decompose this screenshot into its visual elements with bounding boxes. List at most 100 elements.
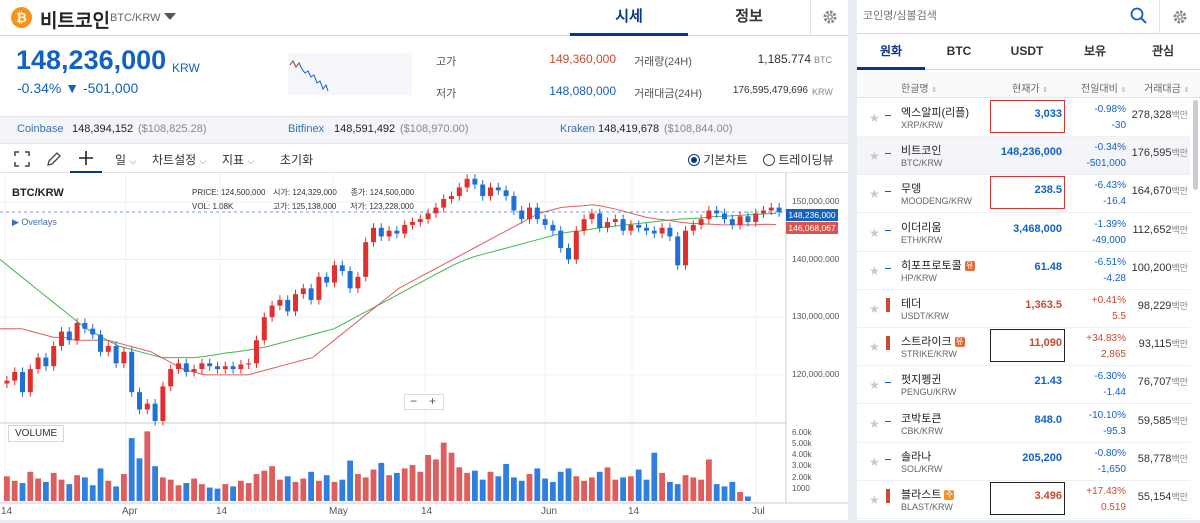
search-icon[interactable] — [1130, 7, 1148, 25]
table-row[interactable]: ★ 이더리움 ETH/KRW 3,468,000 -1.39% -49,000 112,65… — [857, 214, 1190, 252]
col-name[interactable]: 한글명 ⇕ — [901, 80, 937, 95]
candle-body — [620, 219, 626, 231]
tab-quote[interactable]: 시세 — [570, 0, 688, 36]
table-row[interactable]: ★ 스트라이크 유 STRIKE/KRW 11,090 +34.83% 2,865 93,11… — [857, 328, 1190, 367]
tab-info[interactable]: 정보 — [735, 8, 763, 25]
col-volume[interactable]: 거래대금 ⇕ — [1144, 80, 1189, 95]
volume-bar — [433, 459, 439, 501]
star-icon[interactable]: ★ — [869, 493, 880, 507]
coin-symbol: BTC/KRW — [901, 158, 943, 169]
overlays-toggle[interactable]: ▶ Overlays — [12, 217, 57, 227]
table-row[interactable]: ★ 비트코인 BTC/KRW 148,236,000 -0.34% -501,000 176… — [857, 137, 1190, 176]
basic-chart-label: 기본차트 — [703, 153, 748, 167]
table-header: 한글명 ⇕ 현재가 ⇕ 전일대비 ⇕ 거래대금 ⇕ — [857, 72, 1200, 98]
coin-change-pct: +34.83% — [1086, 333, 1126, 345]
volume-bar — [386, 475, 392, 501]
exchange-name: Bitfinex — [288, 123, 325, 135]
mini-candle-icon — [886, 489, 890, 503]
star-icon[interactable]: ★ — [869, 149, 880, 164]
star-icon[interactable]: ★ — [869, 263, 880, 278]
table-row[interactable]: ★ 엑스알피(리플) XRP/KRW 3,033 -0.98% -30 278,328백만 — [857, 99, 1190, 137]
volume-unit: 백만 — [1171, 301, 1188, 311]
table-row[interactable]: ★ 블라스트 주 BLAST/KRW 3.496 +17.43% 0.519 55,154백만 — [857, 481, 1190, 519]
star-icon[interactable]: ★ — [869, 340, 880, 355]
volume-bar — [596, 471, 603, 501]
coin-volume: 76,707백만 — [1138, 375, 1188, 388]
coin-change-pct: +0.41% — [1091, 295, 1126, 306]
mini-candle-icon — [886, 298, 890, 312]
candle-body — [160, 386, 166, 421]
star-icon[interactable]: ★ — [869, 378, 880, 393]
main-panel: ₿ 비트코인 BTC/KRW 시세 정보 148,236,000 KRW -0.… — [0, 0, 848, 520]
volume-bar — [175, 485, 182, 501]
table-row[interactable]: ★ 펏지펭귄 PENGU/KRW 21.43 -6.30% -1.44 76,707백만 — [857, 366, 1190, 405]
table-row[interactable]: ★ 히포프로토콜 유 HP/KRW 61.48 -6.51% -4.28 100,200백만 — [857, 252, 1190, 290]
chart-toolbar: 일 ⌵ 차트설정 ⌵ 지표 ⌵ 초기화 기본차트 트레이딩뷰 — [0, 145, 848, 173]
star-icon[interactable]: ★ — [869, 111, 880, 125]
volume-bar — [628, 476, 634, 501]
crosshair-icon[interactable] — [70, 145, 102, 173]
candle-body — [261, 317, 267, 341]
coin-name: 스트라이크 유 — [901, 333, 965, 349]
coin-name: 테더 — [901, 295, 921, 311]
pencil-icon[interactable] — [46, 151, 62, 167]
chart-pair: BTC/KRW — [12, 187, 64, 199]
ma-short-line — [0, 204, 777, 376]
table-row[interactable]: ★ 테더 USDT/KRW 1,363.5 +0.41% 5.5 98,229백만 — [857, 290, 1190, 328]
zoom-out-button[interactable]: − — [410, 394, 418, 408]
low-readout: 123,228,000 — [369, 202, 414, 211]
coin-name-text: 펏지펭귄 — [901, 374, 942, 387]
volume-bar — [35, 478, 41, 501]
price-chart[interactable]: BTC/KRW ▶ Overlays PRICE: 124,500,000 시가… — [0, 173, 848, 520]
table-row[interactable]: ★ 코박토큰 CBK/KRW 848.0 -10.10% -95.3 59,585백만 — [857, 405, 1190, 443]
zoom-in-button[interactable]: + — [429, 394, 437, 408]
coin-change-diff: -1,650 — [1097, 463, 1126, 475]
col-change[interactable]: 전일대비 ⇕ — [1081, 80, 1126, 95]
star-icon[interactable]: ★ — [869, 187, 880, 202]
table-row[interactable]: ★ 무뎅 MOODENG/KRW 238.5 -6.43% -16.4 164,670백만 — [857, 175, 1190, 214]
x-tick-label: 14 — [216, 506, 228, 517]
volume-unit: 백만 — [1171, 415, 1188, 426]
coin-symbol: PENGU/KRW — [901, 387, 957, 398]
tab-btc[interactable]: BTC — [946, 44, 972, 58]
candle-body — [667, 227, 673, 237]
star-icon[interactable]: ★ — [869, 225, 880, 240]
gear-icon[interactable] — [810, 0, 848, 36]
star-icon[interactable]: ★ — [869, 454, 880, 469]
basic-chart-radio[interactable]: 기본차트 — [688, 151, 748, 168]
candle-body — [371, 227, 376, 243]
chart-settings-menu[interactable]: 차트설정 ⌵ — [152, 151, 206, 168]
volume-bar — [347, 460, 353, 501]
volume-bar — [261, 470, 268, 501]
volume-bar — [612, 479, 619, 501]
chevron-down-icon[interactable] — [164, 13, 176, 20]
indicator-menu[interactable]: 지표 ⌵ — [222, 151, 254, 168]
candle-body — [573, 230, 579, 260]
fullscreen-icon[interactable] — [14, 151, 30, 167]
coin-name-text: 이더리움 — [901, 221, 942, 234]
volume-bar — [440, 442, 447, 501]
candle-body — [386, 230, 392, 237]
candle-body — [168, 369, 174, 387]
amount-24h-label: 거래대금(24H) — [634, 88, 702, 100]
exchange-usd: ($108,970.00) — [400, 123, 469, 135]
gear-icon[interactable] — [1159, 0, 1200, 34]
candle-body — [683, 230, 688, 266]
tab-favorites[interactable]: 관심 — [1151, 44, 1175, 58]
tab-holdings[interactable]: 보유 — [1083, 44, 1107, 58]
coin-header: ₿ 비트코인 BTC/KRW 시세 정보 — [0, 0, 848, 36]
candlestick-chart[interactable] — [0, 173, 848, 520]
table-row[interactable]: ★ 솔라나 SOL/KRW 205,200 -0.80% -1,650 58,778백만 — [857, 443, 1190, 481]
period-select[interactable]: 일 ⌵ — [115, 151, 136, 168]
volume-bar — [199, 484, 205, 501]
tab-usdt[interactable]: USDT — [1010, 44, 1044, 58]
reset-button[interactable]: 초기화 — [280, 153, 314, 167]
tab-krw[interactable]: 원화 — [857, 34, 925, 70]
tradingview-radio[interactable]: 트레이딩뷰 — [763, 151, 834, 168]
star-icon[interactable]: ★ — [869, 416, 880, 431]
star-icon[interactable]: ★ — [869, 302, 880, 316]
search-input[interactable] — [863, 6, 1123, 26]
col-price[interactable]: 현재가 ⇕ — [1012, 80, 1048, 95]
scrollbar[interactable] — [1193, 100, 1198, 190]
candle-body — [768, 207, 774, 211]
